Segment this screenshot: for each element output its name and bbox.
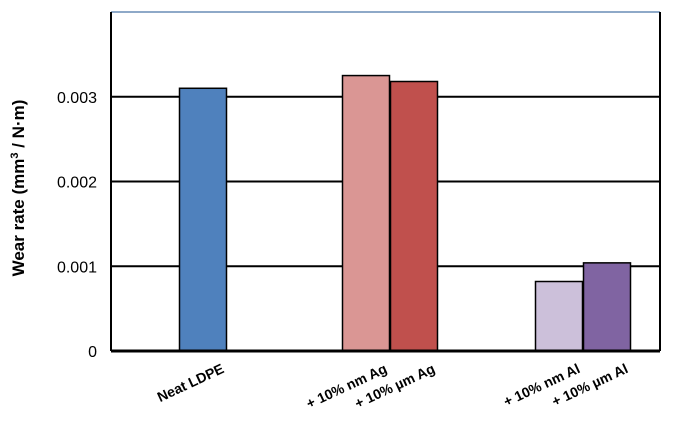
bar-3 — [389, 80, 439, 352]
bar-1 — [178, 87, 228, 352]
axes — [110, 12, 661, 353]
y-tick-label: 0.001 — [57, 259, 97, 276]
category-label: Neat LDPE — [155, 360, 227, 405]
y-tick-label: 0.003 — [57, 90, 97, 107]
category-labels: Neat LDPE + 10% nm Ag+ 10% µm Ag + 10% nm … — [155, 360, 631, 411]
y-tick-labels: 0 0.001 0.002 0.003 — [57, 90, 97, 361]
bar-5 — [582, 262, 632, 352]
y-tick-label: 0 — [88, 344, 97, 361]
bar-2 — [341, 74, 391, 352]
y-tick-label: 0.002 — [57, 175, 97, 192]
bar-4 — [534, 280, 584, 352]
y-axis-title: Wear rate (mm3 / N·m) — [9, 100, 28, 277]
bars — [178, 74, 632, 352]
